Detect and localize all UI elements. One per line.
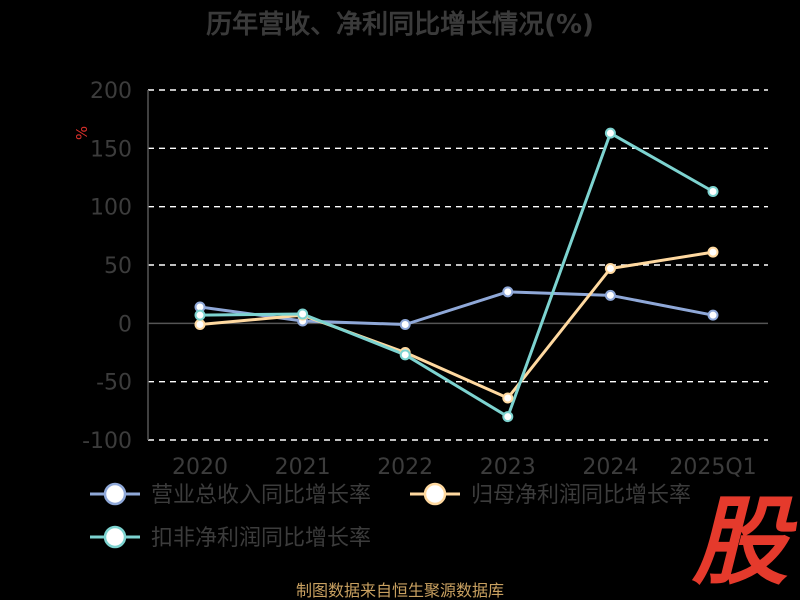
legend-marker <box>103 482 127 506</box>
source-note: 制图数据来自恒生聚源数据库 <box>296 581 504 600</box>
y-axis-unit: % <box>73 126 91 140</box>
data-point <box>194 309 206 321</box>
y-tick-label: 200 <box>90 79 132 104</box>
y-tick-label: 0 <box>118 312 132 337</box>
x-tick-label: 2024 <box>582 455 638 480</box>
data-point <box>502 411 514 423</box>
y-axis-ticks: 200 150 100 50 0 -50 -100 <box>82 79 132 454</box>
legend-marker <box>423 482 447 506</box>
legend-marker <box>103 525 127 549</box>
legend-label: 归母净利润同比增长率 <box>471 483 691 508</box>
y-tick-label: 100 <box>90 196 132 221</box>
legend-label: 扣非净利润同比增长率 <box>151 526 371 551</box>
x-tick-label: 2022 <box>377 455 433 480</box>
y-tick-label: 150 <box>90 137 132 162</box>
y-tick-label: -100 <box>82 429 132 454</box>
legend-label: 营业总收入同比增长率 <box>151 483 371 508</box>
data-point <box>604 289 616 301</box>
data-point <box>707 246 719 258</box>
stamp-logo: 股 <box>691 486 798 598</box>
grid <box>148 89 768 441</box>
data-point <box>604 127 616 139</box>
series-lines <box>194 127 719 423</box>
data-point <box>399 349 411 361</box>
data-point <box>707 309 719 321</box>
series-line <box>199 131 714 419</box>
y-tick-label: 50 <box>104 254 132 279</box>
y-tick-label: -50 <box>96 371 132 396</box>
data-point <box>399 319 411 330</box>
chart-title: 历年营收、净利同比增长情况(%) <box>206 9 594 40</box>
data-point <box>707 186 719 197</box>
x-tick-label: 2025Q1 <box>669 455 756 480</box>
series-line <box>199 250 714 400</box>
data-point <box>502 392 514 404</box>
x-axis-ticks: 2020 2021 2022 2023 2024 2025Q1 <box>172 455 757 480</box>
x-tick-label: 2020 <box>172 455 228 480</box>
data-point <box>604 263 616 274</box>
data-point <box>194 319 206 330</box>
series-line <box>199 290 714 326</box>
x-tick-label: 2023 <box>480 455 536 480</box>
data-point <box>297 308 309 320</box>
data-point <box>502 286 514 298</box>
x-tick-label: 2021 <box>275 455 331 480</box>
axes <box>147 90 768 440</box>
